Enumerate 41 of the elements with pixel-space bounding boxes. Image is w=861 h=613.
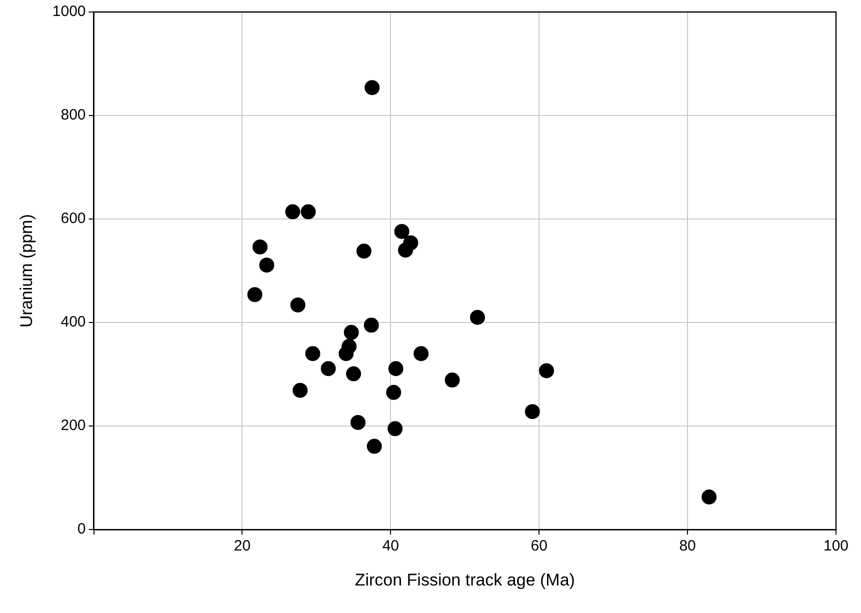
point: [524, 404, 540, 420]
point: [470, 310, 486, 325]
point: [388, 361, 404, 376]
point: [285, 204, 300, 220]
point: [394, 224, 410, 239]
x-tick-label: 60: [530, 538, 548, 555]
point: [252, 239, 268, 254]
point: [444, 372, 460, 388]
point: [292, 382, 308, 398]
x-axis-title: Zircon Fission track age (Ma): [354, 570, 575, 590]
point: [366, 438, 382, 454]
point: [388, 421, 403, 436]
y-tick-label: 200: [60, 417, 86, 434]
x-tick-label: 80: [679, 538, 696, 555]
point: [247, 287, 262, 302]
point: [398, 242, 414, 258]
point: [364, 80, 380, 96]
point: [259, 258, 274, 273]
point: [305, 346, 320, 362]
point: [346, 366, 362, 382]
point: [364, 318, 379, 333]
x-tick-label: 20: [234, 538, 251, 555]
point: [338, 346, 354, 362]
point: [414, 346, 429, 362]
y-tick-label: 1000: [52, 3, 86, 20]
point: [300, 204, 316, 220]
x-tick-label: 40: [382, 538, 400, 555]
point: [702, 489, 717, 504]
y-axis-title: Uranium (ppm): [16, 214, 36, 328]
point: [539, 363, 554, 378]
y-tick-label: 800: [60, 106, 86, 124]
y-tick-label: 400: [60, 314, 86, 331]
point: [350, 414, 366, 430]
point: [344, 324, 359, 340]
x-tick-label: 100: [823, 538, 849, 555]
point: [386, 384, 402, 400]
point: [356, 244, 372, 259]
y-tick-label: 0: [77, 520, 86, 538]
point: [290, 297, 306, 312]
y-tick-label: 600: [60, 210, 86, 228]
point: [320, 361, 336, 376]
